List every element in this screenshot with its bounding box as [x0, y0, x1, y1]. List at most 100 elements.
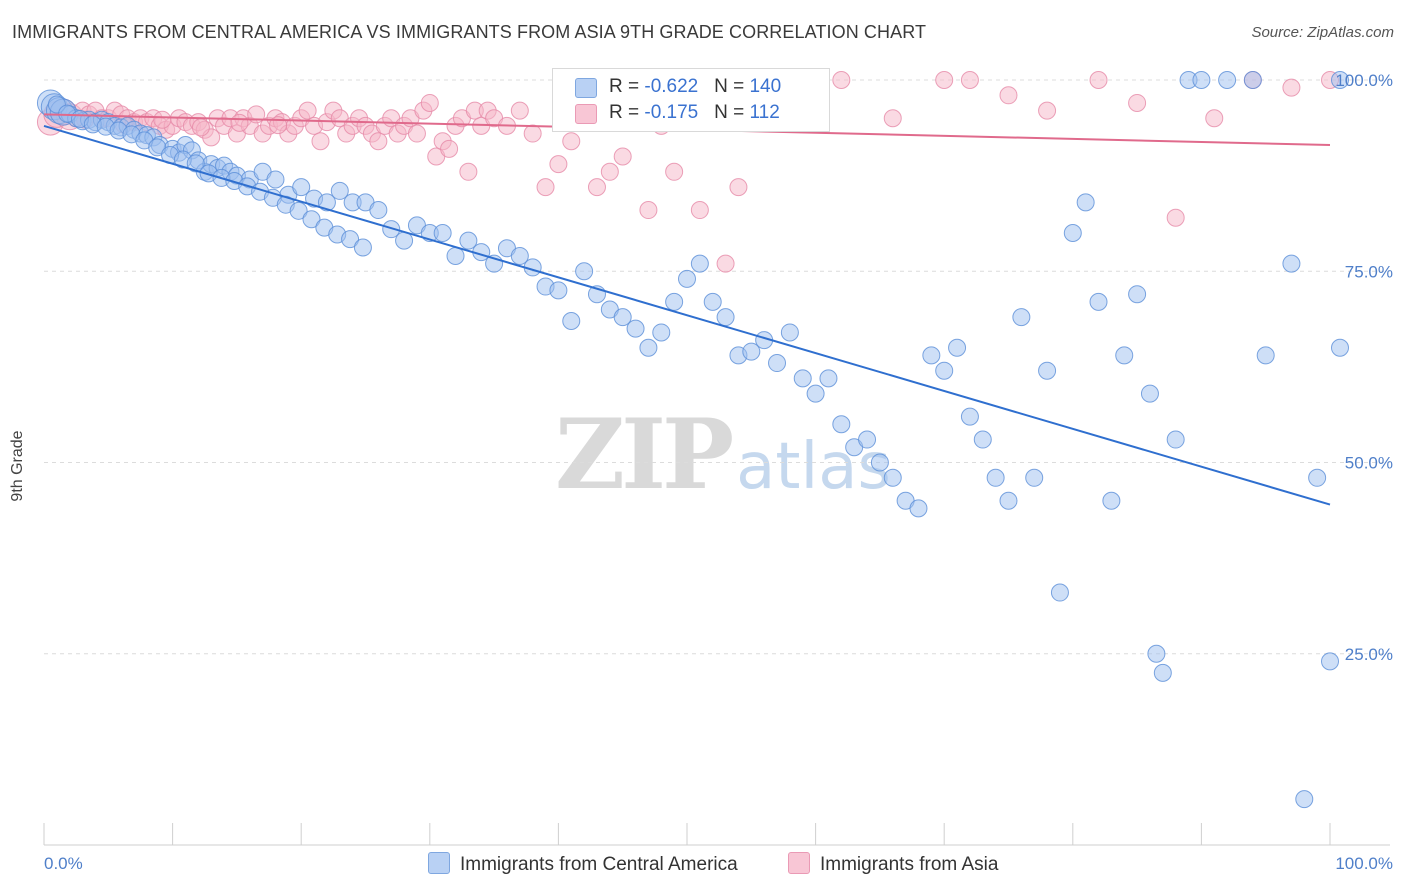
- data-point: [266, 170, 285, 189]
- data-point: [446, 246, 465, 265]
- data-point: [626, 319, 645, 338]
- data-point: [1243, 71, 1262, 89]
- source-credit: Source: ZipAtlas.com: [1251, 24, 1394, 41]
- y-tick-label: 100.0%: [1335, 71, 1393, 90]
- data-point: [999, 491, 1018, 510]
- data-point: [1128, 285, 1147, 304]
- data-point: [1102, 491, 1121, 510]
- data-point: [1050, 583, 1069, 602]
- data-point: [459, 162, 478, 181]
- data-point: [883, 468, 902, 487]
- data-point: [1025, 468, 1044, 487]
- legend-swatch-blue: [428, 852, 450, 874]
- data-point: [440, 139, 459, 158]
- data-point: [793, 369, 812, 388]
- data-point: [153, 110, 172, 129]
- tick-labels: 25.0% 50.0% 75.0% 100.0% 0.0% 100.0%: [44, 71, 1393, 873]
- data-point: [652, 323, 671, 342]
- data-point: [858, 430, 877, 449]
- r-value: -0.175: [644, 102, 699, 123]
- x-tick-label: 0.0%: [44, 854, 83, 873]
- n-value: 112: [749, 102, 780, 123]
- data-point: [292, 178, 311, 197]
- y-tick-label: 75.0%: [1345, 262, 1393, 281]
- data-point: [341, 230, 360, 249]
- data-point: [960, 71, 979, 89]
- data-point: [459, 231, 478, 250]
- data-point: [1128, 93, 1147, 112]
- r-label: R =: [609, 102, 645, 123]
- data-point: [1308, 468, 1327, 487]
- data-point: [665, 292, 684, 311]
- data-point: [600, 162, 619, 181]
- data-point: [289, 201, 308, 220]
- data-point: [1063, 224, 1082, 242]
- grid-lines: [44, 79, 1390, 655]
- data-point: [832, 415, 851, 434]
- data-point: [780, 323, 799, 342]
- data-point: [768, 354, 787, 373]
- legend-swatch-blue: [575, 78, 597, 98]
- data-point: [690, 201, 709, 220]
- data-point: [1140, 384, 1159, 403]
- data-point: [613, 308, 632, 327]
- x-tick-label: 100.0%: [1335, 854, 1393, 873]
- legend-item-asia: Immigrants from Asia: [788, 852, 998, 876]
- n-value: 140: [749, 76, 782, 97]
- x-axis: [43, 823, 1390, 846]
- data-point: [742, 342, 761, 361]
- data-point: [690, 254, 709, 273]
- data-point: [420, 93, 439, 112]
- data-point: [909, 499, 928, 518]
- data-point: [298, 101, 317, 120]
- data-point: [330, 181, 349, 200]
- n-label: N =: [714, 76, 750, 97]
- data-point: [960, 407, 979, 426]
- data-point: [639, 338, 658, 357]
- data-point: [948, 338, 967, 357]
- chart-title: IMMIGRANTS FROM CENTRAL AMERICA VS IMMIG…: [12, 22, 927, 42]
- y-tick-label: 50.0%: [1345, 454, 1393, 473]
- data-point: [986, 468, 1005, 487]
- data-point: [1256, 346, 1275, 365]
- data-point: [510, 101, 529, 120]
- data-point: [639, 201, 658, 220]
- data-point: [870, 453, 889, 472]
- data-point: [1012, 308, 1031, 327]
- data-point: [587, 178, 606, 197]
- data-point: [407, 124, 426, 143]
- data-point: [1192, 71, 1211, 89]
- data-point: [922, 346, 941, 365]
- data-point: [973, 430, 992, 449]
- data-point: [230, 113, 249, 132]
- data-point: [1331, 338, 1349, 357]
- data-point: [935, 71, 954, 89]
- legend-swatch-pink: [575, 104, 597, 124]
- data-point: [302, 210, 321, 229]
- data-point: [729, 178, 748, 197]
- data-point: [562, 311, 581, 330]
- data-point: [1218, 71, 1237, 89]
- data-point: [1089, 71, 1108, 89]
- data-point: [678, 269, 696, 288]
- data-point: [1331, 71, 1349, 89]
- data-point: [186, 154, 205, 173]
- stats-legend: R = -0.622 N = 140 R = -0.175 N = 112: [552, 68, 830, 132]
- data-point: [1166, 208, 1185, 227]
- data-point: [883, 109, 902, 128]
- data-point: [1076, 193, 1095, 212]
- data-point: [1038, 361, 1057, 380]
- legend-swatch-pink: [788, 852, 810, 874]
- data-point: [549, 281, 568, 300]
- data-point: [832, 71, 851, 89]
- y-tick-label: 25.0%: [1345, 645, 1393, 664]
- data-point: [523, 124, 542, 143]
- legend-label: Immigrants from Central America: [460, 854, 738, 875]
- r-value: -0.622: [644, 76, 699, 97]
- data-point: [819, 369, 838, 388]
- data-point: [317, 193, 336, 212]
- data-point: [935, 361, 954, 380]
- trend-line-central-america: [43, 124, 1331, 506]
- data-point: [1205, 109, 1224, 128]
